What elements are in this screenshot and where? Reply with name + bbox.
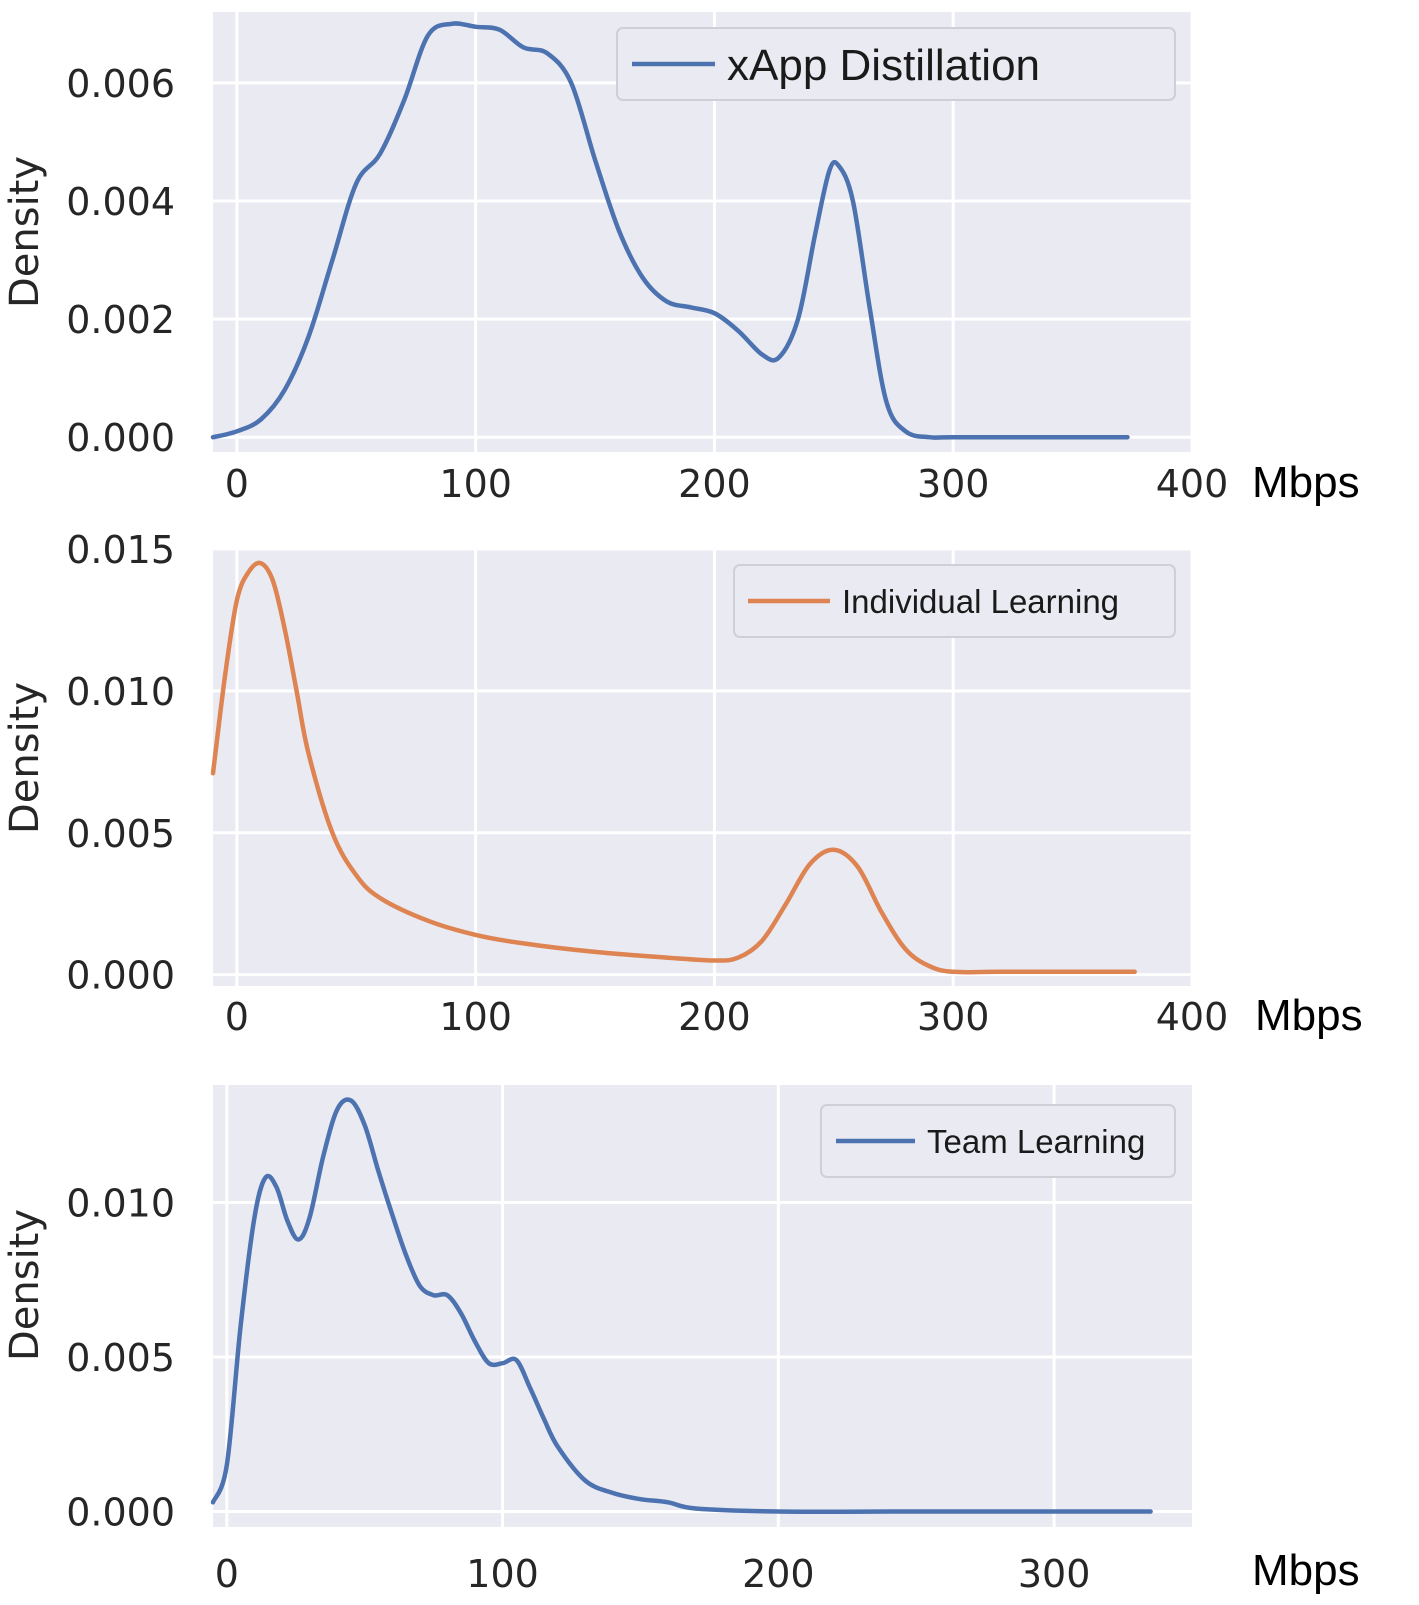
y-axis-label: Density <box>2 156 48 308</box>
x-tick-label: 400 <box>1156 995 1229 1039</box>
legend-box <box>733 564 1176 638</box>
legend-label: Individual Learning <box>842 583 1119 620</box>
x-tick-label: 0 <box>215 1552 239 1596</box>
x-unit-label: Mbps <box>1252 1546 1360 1595</box>
x-tick-label: 200 <box>742 1552 815 1596</box>
legend-box <box>616 27 1176 101</box>
y-tick-label: 0.006 <box>66 62 175 106</box>
y-tick-label: 0.000 <box>66 1491 175 1535</box>
y-tick-label: 0.002 <box>66 298 175 342</box>
x-tick-label: 100 <box>439 462 512 506</box>
y-tick-label: 0.005 <box>66 812 175 856</box>
x-tick-label: 100 <box>466 1552 539 1596</box>
y-tick-label: 0.004 <box>66 180 175 224</box>
y-tick-label: 0.000 <box>66 416 175 460</box>
y-tick-label: 0.005 <box>66 1336 175 1380</box>
x-tick-label: 300 <box>917 462 990 506</box>
series-line <box>210 560 1137 975</box>
x-tick-label: 200 <box>678 462 751 506</box>
series-line <box>210 21 1130 440</box>
x-tick-label: 100 <box>439 995 512 1039</box>
x-tick-label: 200 <box>678 995 751 1039</box>
y-tick-label: 0.010 <box>66 670 175 714</box>
series-line <box>210 1097 1153 1515</box>
x-tick-label: 0 <box>225 995 249 1039</box>
x-tick-label: 0 <box>225 462 249 506</box>
y-tick-label: 0.010 <box>66 1181 175 1225</box>
legend-box <box>820 1104 1176 1178</box>
y-axis-label: Density <box>2 1209 48 1361</box>
x-tick-label: 300 <box>1018 1552 1091 1596</box>
x-tick-label: 400 <box>1156 462 1229 506</box>
x-unit-label: Mbps <box>1252 458 1360 507</box>
legend-label: xApp Distillation <box>727 41 1040 90</box>
panel-xapp-distillation: 0 100 200 300 400 0.000 0.002 0.004 0.006 xApp Di… <box>2 12 1360 507</box>
y-axis-label: Density <box>2 682 48 834</box>
x-unit-label: Mbps <box>1255 991 1363 1040</box>
panel-individual-learning: 0 100 200 300 400 0.000 0.005 0.010 0.015 Individ… <box>2 528 1363 1040</box>
panel-team-learning: 0 100 200 300 0.000 0.005 0.010 Team Learning D… <box>2 1085 1360 1596</box>
x-tick-label: 300 <box>917 995 990 1039</box>
legend-label: Team Learning <box>927 1123 1145 1160</box>
y-tick-label: 0.000 <box>66 954 175 998</box>
y-tick-label: 0.015 <box>66 528 175 572</box>
